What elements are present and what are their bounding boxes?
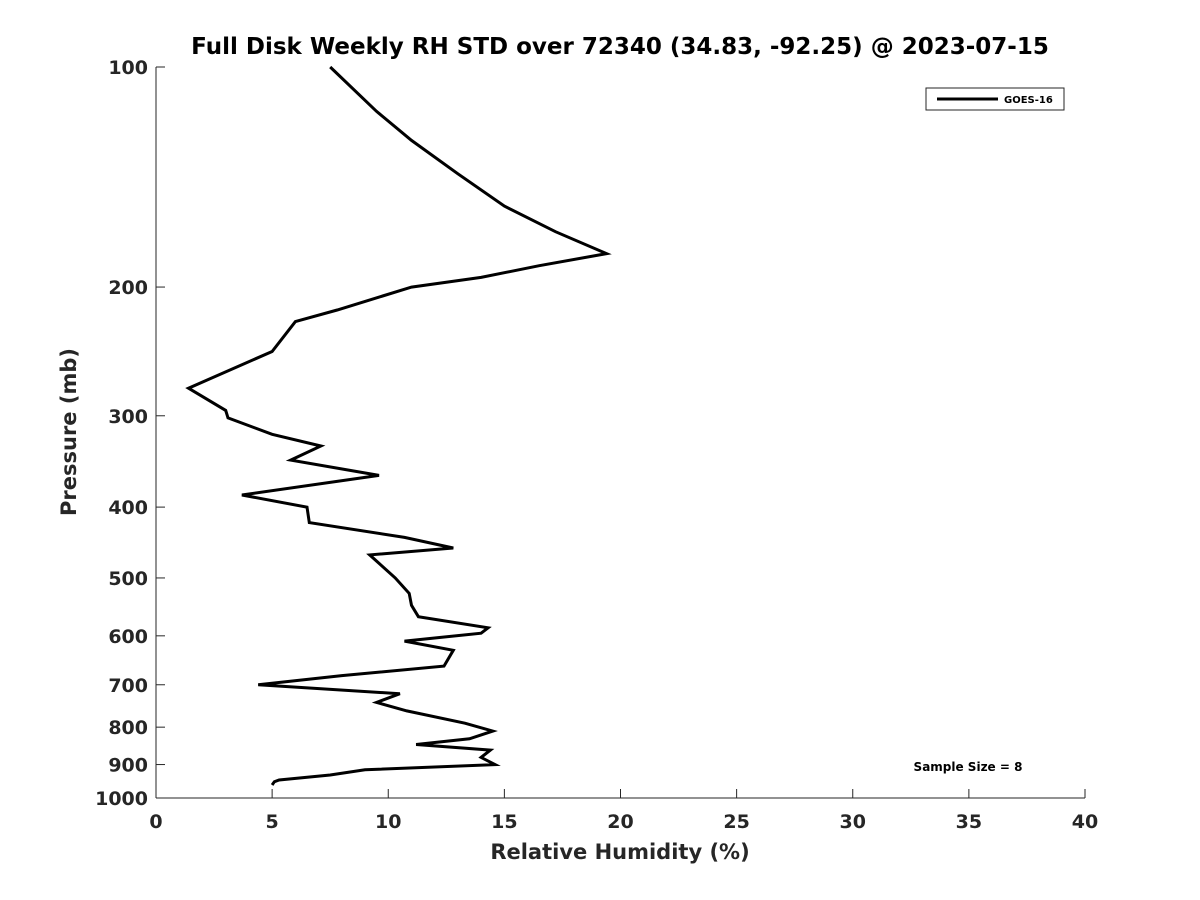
x-tick-label: 40 [1072,811,1098,833]
y-tick-label: 500 [108,568,148,590]
y-axis-ticks: 100 200 300 400 500 600 700 800 900 1000 [95,57,165,810]
x-tick-label: 25 [723,811,749,833]
y-tick-label: 800 [108,717,148,739]
y-tick-label: 700 [108,675,148,697]
legend-label-goes-16: GOES-16 [1004,95,1053,106]
plot-area [155,67,1085,799]
y-tick-label: 1000 [95,788,148,810]
y-tick-label: 100 [108,57,148,79]
x-tick-label: 20 [607,811,633,833]
legend: GOES-16 [925,87,1065,111]
y-tick-label: 400 [108,497,148,519]
x-tick-label: 30 [840,811,866,833]
x-tick-label: 0 [149,811,162,833]
chart-title: Full Disk Weekly RH STD over 72340 (34.8… [191,34,1049,60]
y-tick-label: 300 [108,406,148,428]
x-tick-label: 35 [956,811,982,833]
y-tick-label: 900 [108,755,148,777]
sample-size-annotation: Sample Size = 8 [914,760,1023,774]
x-tick-label: 10 [375,811,401,833]
x-axis-ticks: 0 5 10 15 20 25 30 35 40 [149,789,1098,833]
series-layer [185,65,612,786]
y-tick-label: 200 [108,277,148,299]
y-axis-label: Pressure (mb) [57,348,81,516]
x-tick-label: 5 [266,811,279,833]
series-line-goes-16 [185,65,612,786]
x-tick-label: 15 [491,811,517,833]
y-tick-label: 600 [108,626,148,648]
x-axis-label: Relative Humidity (%) [490,840,749,864]
